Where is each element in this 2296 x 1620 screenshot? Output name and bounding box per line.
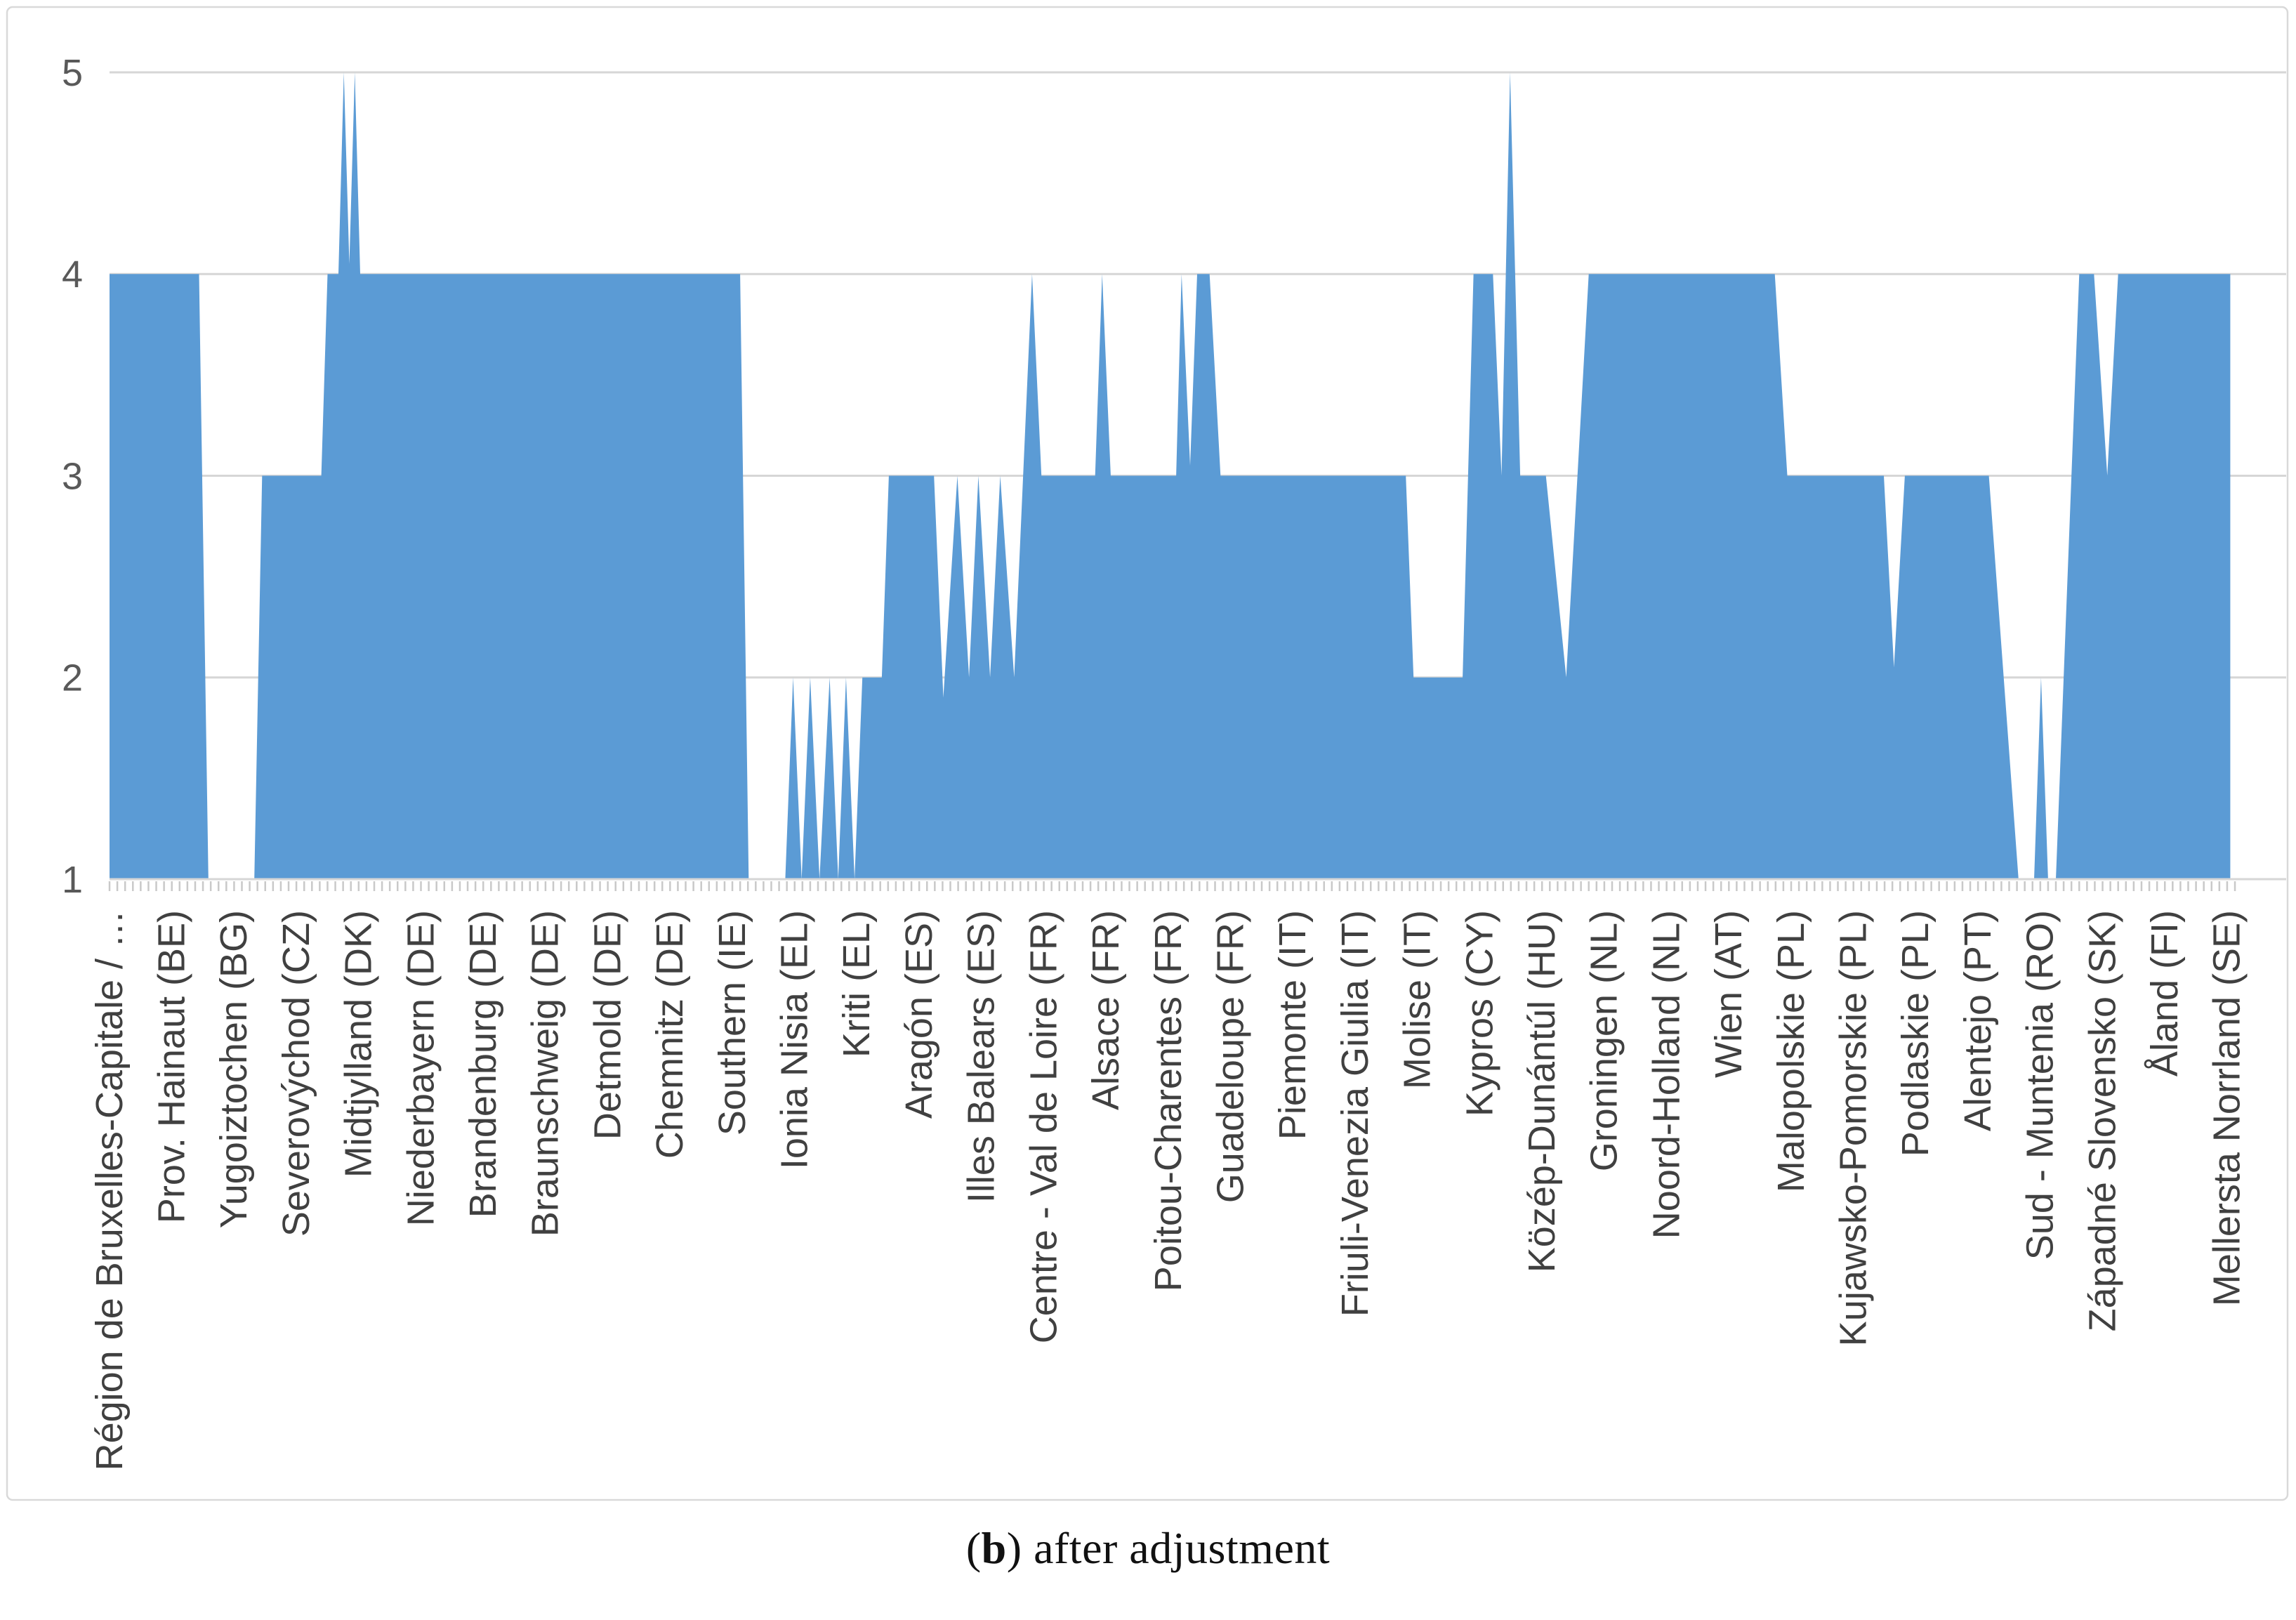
x-axis-label: Molise (IT)	[1397, 910, 1439, 1089]
x-axis-label: Podlaskie (PL)	[1894, 910, 1937, 1157]
x-axis-label: Kujawsko-Pomorskie (PL)	[1833, 910, 1875, 1346]
y-axis-label: 5	[62, 52, 83, 94]
x-axis-label: Ionia Nisia (EL)	[774, 910, 816, 1169]
x-axis-label: Wien (AT)	[1708, 910, 1750, 1078]
x-axis-label: Detmold (DE)	[586, 910, 628, 1140]
x-axis-label: Centre - Val de Loire (FR)	[1022, 910, 1064, 1343]
x-axis-label: Severovýchod (CZ)	[275, 910, 317, 1237]
x-axis-label: Yugoiztochen (BG)	[213, 910, 255, 1228]
y-axis-label: 4	[62, 253, 83, 296]
x-axis-label: Mellersta Norrland (SE)	[2206, 910, 2248, 1306]
x-axis-label: Kypros (CY)	[1458, 910, 1500, 1117]
x-axis-label: Aragón (ES)	[898, 910, 940, 1119]
x-axis-label: Chemnitz (DE)	[649, 910, 691, 1159]
x-axis-label: Southern (IE)	[711, 910, 753, 1135]
area-chart: 1 2 3 4 5 Région de Bruxelles-Capitale / … Pro…	[6, 6, 2289, 1501]
x-axis-label: Kriti (EL)	[836, 910, 878, 1058]
caption-bold-letter: b	[981, 1523, 1007, 1573]
x-axis-label: Közép-Dunántúl (HU)	[1521, 910, 1563, 1272]
x-axis-label: Malopolskie (PL)	[1770, 910, 1812, 1192]
area-series	[110, 72, 2231, 879]
x-axis-label: Prov. Hainaut (BE)	[151, 910, 193, 1223]
x-axis-label: Illes Balears (ES)	[961, 910, 1003, 1203]
x-axis-label: Piemonte (IT)	[1272, 910, 1314, 1140]
caption-open: (	[965, 1523, 982, 1573]
x-axis-label: Groningen (NL)	[1583, 910, 1625, 1171]
y-axis-label: 3	[62, 455, 83, 497]
x-axis-label: Niederbayern (DE)	[400, 910, 442, 1226]
x-axis-label: Friuli-Venezia Giulia (IT)	[1334, 910, 1376, 1317]
x-axis-label: Midtjylland (DK)	[338, 910, 380, 1178]
x-axis-label: Guadeloupe (FR)	[1210, 910, 1252, 1203]
figure-caption: (b) after adjustment	[0, 1522, 2296, 1574]
x-axis-label: Noord-Holland (NL)	[1645, 910, 1687, 1239]
x-axis-label: Sud - Muntenia (RO)	[2019, 910, 2061, 1260]
x-axis-label: Alentejo (PT)	[1957, 910, 1999, 1131]
x-axis-label: Åland (FI)	[2144, 910, 2186, 1076]
x-axis-label: Braunschweig (DE)	[524, 910, 567, 1237]
caption-text: ) after adjustment	[1006, 1523, 1331, 1573]
x-axis-label: Alsace (FR)	[1085, 910, 1127, 1110]
x-axis-label: Région de Bruxelles-Capitale / …	[88, 910, 131, 1470]
x-axis-label: Západné Slovensko (SK)	[2081, 910, 2123, 1331]
y-axis-label: 1	[62, 859, 83, 901]
x-axis-label: Brandenburg (DE)	[462, 910, 504, 1218]
x-axis-label: Poitou-Charentes (FR)	[1147, 910, 1189, 1291]
y-axis-label: 2	[62, 657, 83, 699]
